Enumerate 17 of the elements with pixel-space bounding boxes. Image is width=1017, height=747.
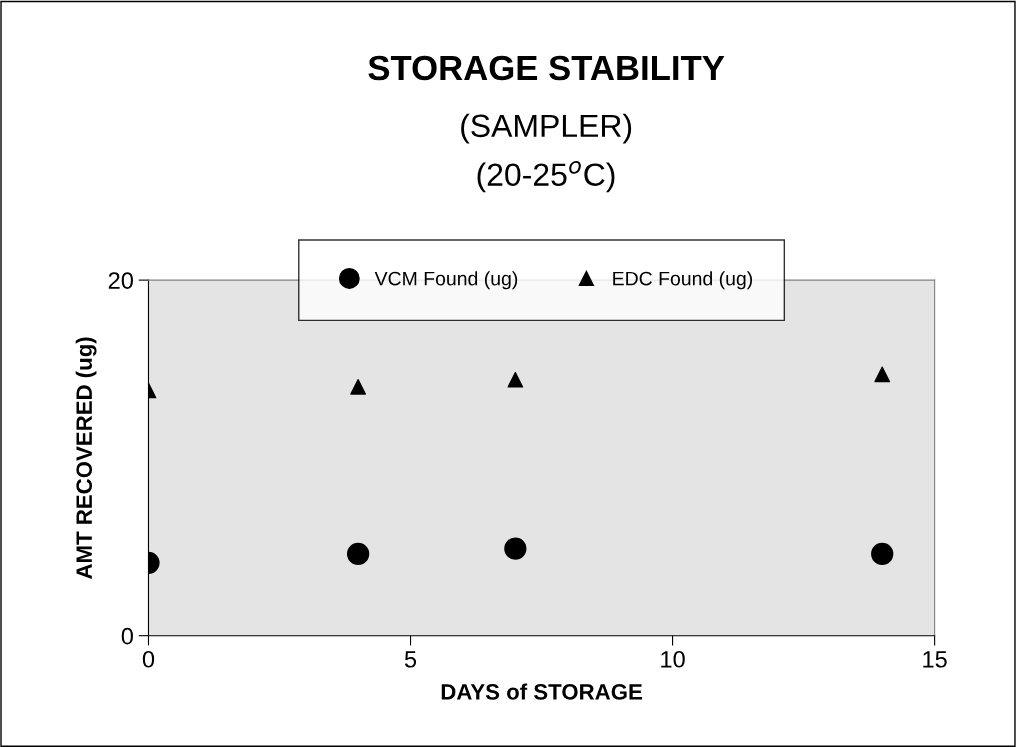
x-tick-label: 0: [142, 650, 155, 668]
point: [346, 542, 370, 566]
x-tick-label: 15: [923, 651, 947, 668]
legend-label: VCM Found (ug): [374, 271, 518, 290]
x-axis-title: DAYS of STORAGE: [441, 683, 642, 700]
x-tick-label: 5: [404, 651, 417, 668]
point: [874, 366, 891, 383]
chart-subtitle: (SAMPLER) (20-25$^{o}$C): [461, 113, 632, 193]
y-axis-title: AMT RECOVERED (ug): [75, 337, 97, 579]
point: [504, 537, 527, 560]
point: [350, 378, 366, 395]
point: [871, 542, 894, 566]
point: [507, 371, 524, 388]
y-tick-label: 20: [108, 272, 133, 289]
chart-title: STORAGE STABILITY: [368, 55, 725, 81]
x-tick-label: 10: [661, 650, 685, 668]
legend-label: EDC Found (ug): [613, 271, 753, 290]
